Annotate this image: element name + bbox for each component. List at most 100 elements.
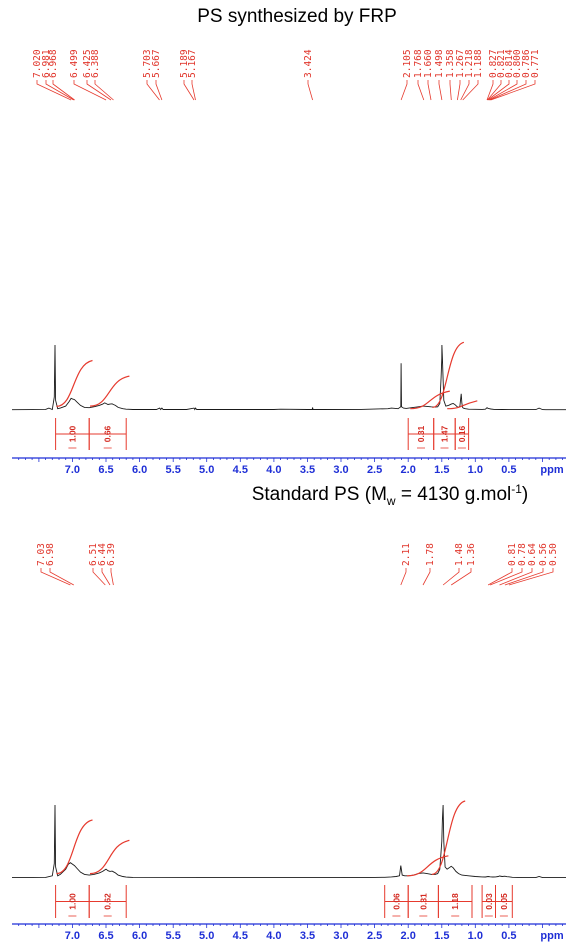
x-tick-label: 6.5 xyxy=(98,464,113,476)
peak-label: 2.105 xyxy=(402,49,413,78)
x-tick-label: 7.0 xyxy=(65,930,80,942)
peak-label-connector xyxy=(508,568,554,586)
peak-label: 1.36 xyxy=(466,543,477,566)
x-tick-label: 2.0 xyxy=(401,930,416,942)
spectrum-trace xyxy=(11,344,566,411)
peak-label-connector xyxy=(450,568,472,586)
x-tick-label: 0.5 xyxy=(501,464,516,476)
peak-label-connector xyxy=(457,80,461,101)
x-tick-label: 3.0 xyxy=(333,930,348,942)
peak-label: 6.44 xyxy=(97,543,108,566)
x-tick-label: 3.5 xyxy=(300,930,315,942)
peak-label: 5.167 xyxy=(187,49,198,78)
integral-value: 1.18 xyxy=(450,893,460,910)
peak-label: 1.358 xyxy=(445,49,456,78)
peak-label-connector xyxy=(438,80,443,101)
peak-label-connector xyxy=(490,80,536,101)
peak-label: 0.827 xyxy=(488,49,499,78)
integral-bracket xyxy=(495,885,513,918)
peak-label: 7.020 xyxy=(32,49,43,78)
peak-label-connector xyxy=(462,80,479,101)
peak-label: 6.425 xyxy=(82,49,93,78)
integral-value: 1.47 xyxy=(440,425,450,442)
x-tick-label: 4.0 xyxy=(266,930,281,942)
peak-label-connector xyxy=(487,80,502,101)
x-tick-label: 4.5 xyxy=(233,930,248,942)
peak-label: 6.39 xyxy=(106,543,117,566)
x-tick-label: 4.5 xyxy=(233,464,248,476)
x-tick-label: 5.5 xyxy=(166,930,181,942)
integral-value: 0.66 xyxy=(103,425,113,442)
x-tick-label: 2.5 xyxy=(367,464,382,476)
integral-value: 0.31 xyxy=(418,893,428,910)
integral-bracket xyxy=(454,418,470,450)
peak-label: 0.771 xyxy=(530,49,541,78)
integral-value: 0.31 xyxy=(416,425,426,442)
integral-curve xyxy=(406,855,449,877)
chart-title-bottom: Standard PS (Mw = 4130 g.mol-1) xyxy=(252,482,529,508)
x-tick-label: 1.0 xyxy=(468,930,483,942)
peak-label: 0.78 xyxy=(517,543,528,566)
peak-label: 1.78 xyxy=(425,543,436,566)
peak-label: 0.821 xyxy=(496,49,507,78)
title-bottom-superscript: -1 xyxy=(511,482,522,496)
integral-bracket xyxy=(88,885,127,918)
chart-title-top: PS synthesized by FRP xyxy=(197,6,397,27)
peak-label-connector xyxy=(460,80,470,101)
peak-label: 1.218 xyxy=(464,49,475,78)
x-tick-label: 1.5 xyxy=(434,464,449,476)
peak-label-connector xyxy=(504,568,544,586)
integral-curve xyxy=(56,359,93,407)
x-tick-label: 5.0 xyxy=(199,464,214,476)
peak-label: 2.11 xyxy=(401,543,412,566)
x-tick-label: 2.0 xyxy=(401,464,416,476)
peak-label-connector xyxy=(487,568,513,586)
peak-label-connector xyxy=(146,80,160,101)
x-axis-label: ppm xyxy=(540,464,563,476)
peak-label-connector xyxy=(442,568,460,586)
x-tick-label: 3.5 xyxy=(300,464,315,476)
x-tick-label: 7.0 xyxy=(65,464,80,476)
integral-curve xyxy=(432,341,465,408)
peak-label: 5.703 xyxy=(142,49,153,78)
peak-label-connector xyxy=(101,568,111,586)
peak-label-connector xyxy=(449,80,452,101)
spectrum-panel-bottom: 7.036.98 6.516.446.39 2.11 1.78 1.48 1.36 0.81… xyxy=(12,543,566,942)
peak-label: 7.03 xyxy=(36,543,47,566)
title-bottom-subscript: w xyxy=(386,494,396,508)
integral-curve xyxy=(431,800,466,875)
peak-label: 6.499 xyxy=(69,49,80,78)
peak-label-connector xyxy=(422,568,431,586)
integral-curve xyxy=(89,839,130,875)
peak-label-connector xyxy=(110,568,114,586)
integral-curve xyxy=(89,375,130,407)
peak-label-connector xyxy=(40,568,71,586)
peak-label: 6.981 xyxy=(41,49,52,78)
peak-label-connector xyxy=(86,80,112,101)
peak-label-connector xyxy=(307,80,313,101)
spectrum-trace xyxy=(12,804,566,879)
peak-label-connector xyxy=(400,80,408,101)
x-tick-label: 3.0 xyxy=(333,464,348,476)
integral-curve xyxy=(447,400,478,410)
peak-label: 0.56 xyxy=(538,543,549,566)
peak-label: 1.267 xyxy=(455,49,466,78)
title-bottom-part3: ) xyxy=(522,484,528,505)
peak-label: 5.189 xyxy=(179,49,190,78)
peak-label: 3.424 xyxy=(303,49,314,78)
peak-label: 1.188 xyxy=(473,49,484,78)
peak-label: 6.388 xyxy=(90,49,101,78)
x-tick-label: 5.5 xyxy=(166,464,181,476)
peak-label: 6.51 xyxy=(88,543,99,566)
peak-label-connector xyxy=(486,80,494,101)
peak-label-connector xyxy=(73,80,107,101)
peak-label-connector xyxy=(52,80,75,101)
peak-label: 0.81 xyxy=(507,543,518,566)
peak-label: 1.768 xyxy=(413,49,424,78)
integral-bracket xyxy=(437,885,473,918)
peak-label-connector xyxy=(427,80,432,101)
peak-label: 0.50 xyxy=(548,543,559,566)
peak-label-connector xyxy=(155,80,163,101)
peak-label-connector xyxy=(49,568,74,586)
